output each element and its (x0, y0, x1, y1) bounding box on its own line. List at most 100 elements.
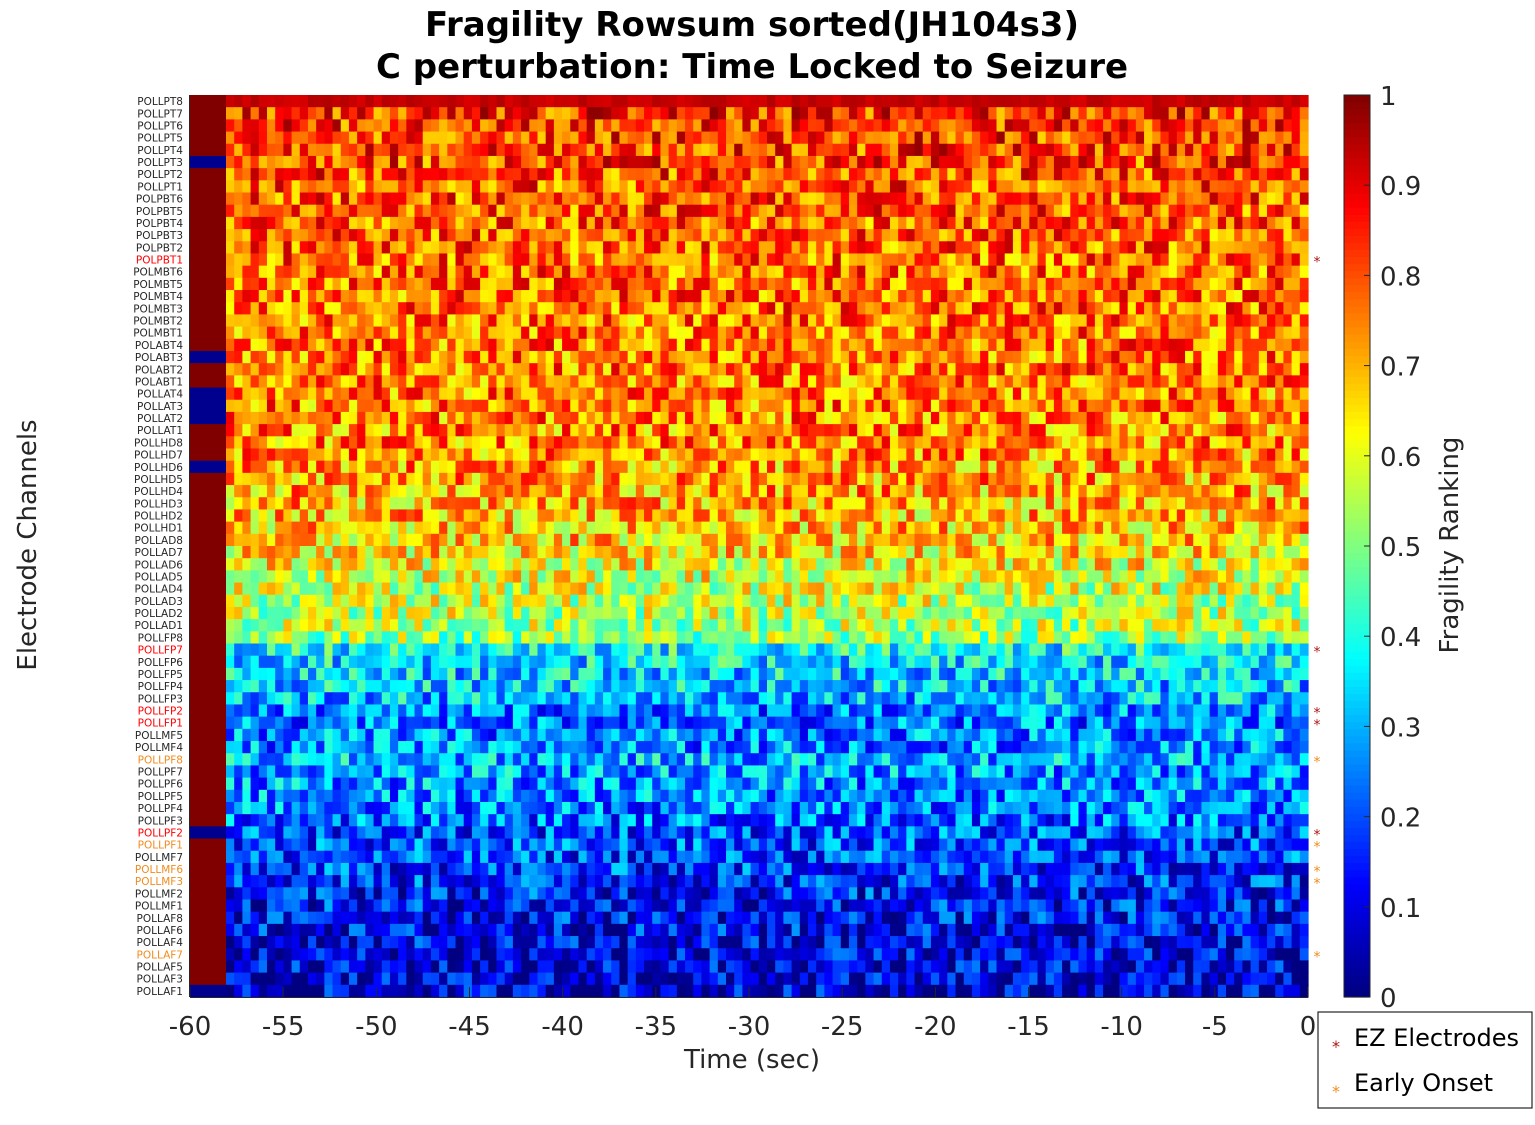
heatmap-cell (644, 436, 653, 450)
heatmap-cell (266, 326, 276, 340)
heatmap-cell (840, 363, 850, 376)
heatmap-cell (930, 143, 940, 157)
heatmap-cell (480, 472, 489, 486)
heatmap-cell (750, 411, 760, 425)
heatmap-cell (1209, 314, 1219, 328)
heatmap-cell (767, 265, 776, 279)
heatmap-cell (1258, 521, 1268, 535)
heatmap-cell (603, 143, 612, 157)
heatmap-cell (1004, 472, 1014, 486)
heatmap-cell (619, 131, 629, 145)
heatmap-cell (619, 326, 629, 340)
heatmap-cell (1168, 533, 1178, 547)
heatmap-cell (1086, 350, 1096, 364)
heatmap-cell (709, 229, 719, 242)
heatmap-cell (1111, 399, 1121, 413)
heatmap-cell (832, 472, 842, 486)
heatmap-cell (1111, 448, 1121, 462)
heatmap-cell (619, 216, 629, 230)
heatmap-cell (857, 253, 866, 267)
heatmap-cell (1283, 143, 1293, 157)
heatmap-cell (250, 546, 260, 559)
heatmap-cell (1168, 521, 1178, 535)
heatmap-cell (471, 277, 481, 291)
heatmap-cell (504, 155, 514, 169)
heatmap-cell (1242, 253, 1252, 267)
heatmap-cell (627, 290, 637, 303)
heatmap-cell (734, 204, 744, 218)
heatmap-cell (1275, 95, 1285, 108)
heatmap-cell (1037, 253, 1047, 267)
heatmap-cell (988, 155, 998, 169)
heatmap-cell (291, 143, 301, 157)
heatmap-cell (619, 399, 629, 413)
heatmap-cell (660, 155, 670, 169)
heatmap-cell (1053, 107, 1063, 120)
heatmap-cell (521, 363, 530, 376)
heatmap-cell (939, 95, 948, 108)
heatmap-cell (234, 363, 243, 376)
heatmap-cell (1242, 131, 1252, 145)
heatmap-cell (611, 338, 621, 352)
heatmap-cell (750, 399, 760, 413)
heatmap-cell (1103, 521, 1112, 535)
heatmap-cell (980, 119, 989, 133)
heatmap-cell (381, 119, 391, 133)
heatmap-cell (758, 143, 768, 157)
heatmap-cell (939, 241, 948, 255)
heatmap-cell (1168, 192, 1178, 206)
heatmap-cell (381, 131, 391, 145)
heatmap-cell (652, 509, 662, 523)
heatmap-cell (963, 107, 973, 120)
heatmap-cell (693, 411, 703, 425)
heatmap-cell (635, 95, 645, 108)
heatmap-cell (1234, 350, 1244, 364)
heatmap-cell (594, 338, 604, 352)
heatmap-cell (1242, 472, 1252, 486)
heatmap-cell (488, 485, 498, 498)
heatmap-cell (889, 546, 899, 559)
heatmap-cell (578, 338, 588, 352)
heatmap-cell (939, 546, 948, 559)
heatmap-cell (742, 350, 752, 364)
heatmap-cell (373, 277, 383, 291)
heatmap-cell (1021, 460, 1030, 474)
heatmap-cell (1275, 119, 1285, 133)
heatmap-cell (1152, 521, 1162, 535)
heatmap-cell (980, 485, 989, 498)
heatmap-cell (1070, 509, 1080, 523)
heatmap-cell (1078, 155, 1088, 169)
heatmap-cell (1291, 424, 1301, 437)
heatmap-cell (1119, 95, 1129, 108)
heatmap-cell (496, 448, 506, 462)
heatmap-cell (889, 509, 899, 523)
heatmap-cell (1037, 326, 1047, 340)
heatmap-cell (480, 411, 489, 425)
heatmap-cell (980, 216, 989, 230)
heatmap-cell (1226, 131, 1235, 145)
heatmap-cell (603, 363, 612, 376)
heatmap-cell (832, 521, 842, 535)
heatmap-cell (685, 375, 694, 389)
heatmap-cell (471, 472, 481, 486)
heatmap-cell (1201, 326, 1211, 340)
heatmap-cell (611, 180, 621, 194)
heatmap-cell (963, 241, 973, 255)
heatmap-cell (1250, 216, 1260, 230)
chart-title-line1: Fragility Rowsum sorted(JH104s3) (425, 5, 1079, 45)
heatmap-cell (545, 375, 555, 389)
heatmap-cell (1086, 521, 1096, 535)
heatmap-cell (357, 302, 366, 316)
heatmap-cell (791, 131, 801, 145)
heatmap-cell (1267, 143, 1276, 157)
heatmap-cell (586, 521, 596, 535)
heatmap-cell (578, 411, 588, 425)
heatmap-cell (767, 387, 776, 401)
heatmap-cell (930, 95, 940, 108)
heatmap-cell (1144, 472, 1153, 486)
heatmap-cell (1226, 192, 1235, 206)
heatmap-cell (1053, 387, 1063, 401)
heatmap-cell (398, 509, 407, 523)
heatmap-cell (373, 411, 383, 425)
heatmap-cell (283, 448, 293, 462)
